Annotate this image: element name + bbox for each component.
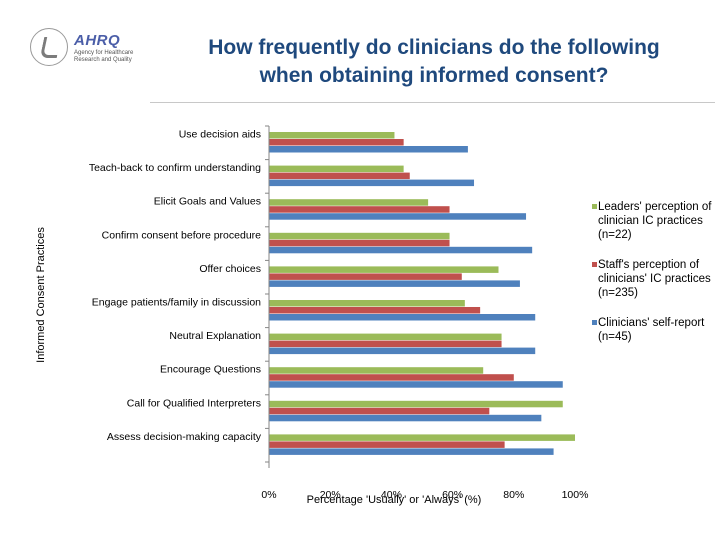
bar-call-for-qualified-interpreters-clinicians bbox=[269, 414, 542, 422]
x-axis-title: Percentage 'Usually' or 'Always' (%) bbox=[307, 494, 482, 506]
bar-elicit-goals-and-values-clinicians bbox=[269, 213, 527, 220]
bar-encourage-questions-clinicians bbox=[269, 381, 563, 388]
bar-call-for-qualified-interpreters-staff bbox=[269, 407, 490, 415]
bar-confirm-consent-before-procedure-clinicians bbox=[269, 246, 533, 254]
slide-title: How frequently do clinicians do the foll… bbox=[150, 34, 718, 90]
bar-call-for-qualified-interpreters-leaders bbox=[269, 400, 563, 408]
bar-assess-decision-making-capacity-staff bbox=[269, 441, 505, 448]
bar-assess-decision-making-capacity-leaders bbox=[269, 434, 575, 441]
bar-neutral-explanation-leaders bbox=[269, 333, 502, 341]
category-label-neutral-explanation: Neutral Explanation bbox=[169, 330, 261, 342]
bar-elicit-goals-and-values-staff bbox=[269, 206, 450, 213]
bar-teach-back-to-confirm-understanding-clinicians bbox=[269, 179, 475, 187]
legend-item-leaders: Leaders' perception of clinician IC prac… bbox=[592, 200, 716, 242]
legend-swatch-leaders bbox=[592, 204, 597, 209]
bar-assess-decision-making-capacity-clinicians bbox=[269, 448, 554, 455]
x-tick-label-80: 80% bbox=[503, 489, 524, 501]
bar-neutral-explanation-staff bbox=[269, 340, 502, 348]
category-label-encourage-questions: Encourage Questions bbox=[160, 364, 261, 376]
category-label-call-for-qualified-interpreters: Call for Qualified Interpreters bbox=[127, 397, 261, 409]
legend-label-clinicians: Clinicians' self-report (n=45) bbox=[598, 317, 705, 343]
bar-offer-choices-staff bbox=[269, 273, 462, 280]
legend-label-staff: Staff's perception of clinicians' IC pra… bbox=[598, 259, 711, 299]
legend-swatch-staff bbox=[592, 262, 597, 267]
bar-use-decision-aids-leaders bbox=[269, 132, 395, 139]
bar-encourage-questions-leaders bbox=[269, 367, 484, 374]
hhs-eagle-icon bbox=[30, 28, 68, 66]
title-divider bbox=[150, 102, 715, 103]
category-label-elicit-goals-and-values: Elicit Goals and Values bbox=[154, 196, 261, 208]
x-tick-label-20: 20% bbox=[320, 489, 341, 501]
bar-confirm-consent-before-procedure-staff bbox=[269, 239, 450, 247]
legend-item-clinicians: Clinicians' self-report (n=45) bbox=[592, 316, 716, 344]
x-tick-labels: 0% 20% 40% 60% 80% 100% bbox=[261, 489, 588, 501]
ahrq-logo: AHRQ Agency for Healthcare Research and … bbox=[30, 28, 150, 72]
bar-offer-choices-clinicians bbox=[269, 280, 520, 287]
legend: Leaders' perception of clinician IC prac… bbox=[592, 200, 716, 360]
category-label-use-decision-aids: Use decision aids bbox=[179, 129, 261, 141]
bar-confirm-consent-before-procedure-leaders bbox=[269, 232, 450, 240]
y-axis-title: Informed Consent Practices bbox=[35, 227, 47, 363]
bar-use-decision-aids-clinicians bbox=[269, 146, 468, 153]
x-tick-label-40: 40% bbox=[381, 489, 402, 501]
bar-engage-patients-family-in-discussion-clinicians bbox=[269, 314, 536, 321]
bar-elicit-goals-and-values-leaders bbox=[269, 199, 429, 206]
category-label-engage-patients-family-in-discussion: Engage patients/family in discussion bbox=[92, 297, 261, 309]
category-label-confirm-consent-before-procedure: Confirm consent before procedure bbox=[102, 229, 261, 241]
ahrq-logo-subtitle: Agency for Healthcare Research and Quali… bbox=[74, 50, 134, 63]
ahrq-logo-mark: AHRQ bbox=[74, 32, 121, 49]
bar-use-decision-aids-staff bbox=[269, 139, 404, 146]
bar-teach-back-to-confirm-understanding-leaders bbox=[269, 165, 404, 173]
slide-title-line-2: when obtaining informed consent? bbox=[259, 64, 609, 87]
legend-label-leaders: Leaders' perception of clinician IC prac… bbox=[598, 201, 712, 241]
legend-swatch-clinicians bbox=[592, 320, 597, 325]
axis-layer bbox=[265, 125, 270, 468]
category-label-offer-choices: Offer choices bbox=[199, 263, 261, 275]
x-tick-label-100: 100% bbox=[562, 489, 589, 501]
category-label-teach-back-to-confirm-understanding: Teach-back to confirm understanding bbox=[89, 162, 261, 174]
category-labels: Use decision aids Teach-back to confirm u… bbox=[89, 129, 262, 443]
bar-offer-choices-leaders bbox=[269, 266, 499, 273]
legend-item-staff: Staff's perception of clinicians' IC pra… bbox=[592, 258, 716, 300]
slide-title-line-1: How frequently do clinicians do the foll… bbox=[208, 36, 660, 59]
bar-encourage-questions-staff bbox=[269, 374, 514, 381]
bars-layer bbox=[269, 132, 575, 455]
x-tick-label-0: 0% bbox=[261, 489, 276, 501]
bar-teach-back-to-confirm-understanding-staff bbox=[269, 172, 410, 180]
bar-neutral-explanation-clinicians bbox=[269, 347, 536, 355]
bar-engage-patients-family-in-discussion-staff bbox=[269, 307, 481, 314]
category-label-assess-decision-making-capacity: Assess decision-making capacity bbox=[107, 431, 262, 443]
x-tick-label-60: 60% bbox=[442, 489, 463, 501]
bar-engage-patients-family-in-discussion-leaders bbox=[269, 300, 465, 307]
